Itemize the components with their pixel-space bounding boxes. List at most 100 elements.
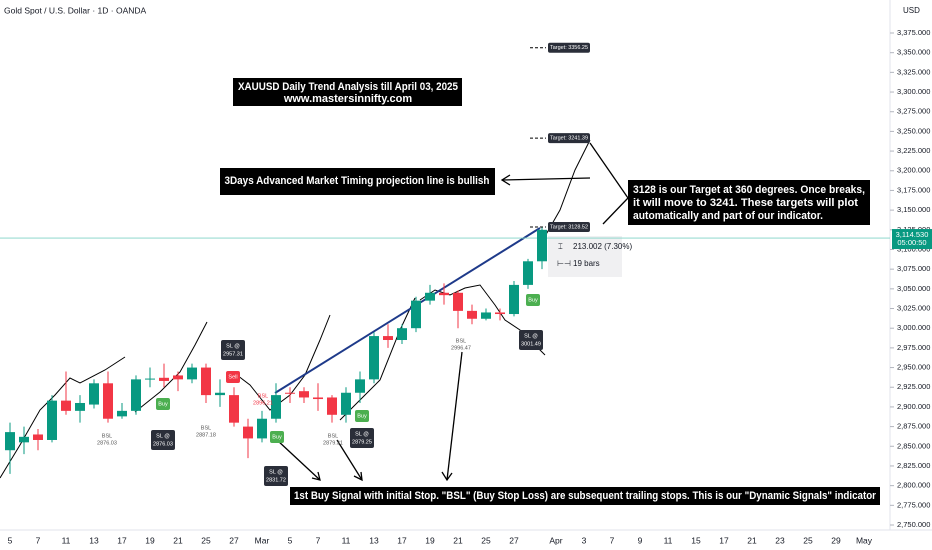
price-label: 3,114.530 [896,230,929,239]
y-tick-label: 3,150.000 [897,205,930,214]
y-tick-label: 2,950.000 [897,363,930,372]
countdown: 05:00:50 [897,238,926,247]
symbol-header: Gold Spot / U.S. Dollar · 1D · OANDA [4,5,147,15]
note-box [220,168,495,195]
note-box [628,180,870,225]
sl-text: SL @ [269,469,283,475]
x-tick-label: Apr [549,535,562,545]
x-tick-label: 17 [719,535,729,545]
candle-body [313,397,323,400]
buy-box [156,398,170,410]
y-tick-label: 3,175.000 [897,185,930,194]
candle-body [495,312,505,315]
bsl-text: BSL [201,425,211,431]
buy-text: Buy [357,413,367,419]
x-tick-label: 21 [173,535,183,545]
x-tick-label: 19 [145,535,155,545]
x-tick-label: 5 [8,535,13,545]
bsl-text: BSL [328,433,338,439]
candle-body [257,418,267,439]
x-tick-label: May [856,535,873,545]
x-tick-label: 11 [62,535,71,545]
sell-text: Sell [228,374,237,380]
y-tick-label: 3,000.000 [897,323,930,332]
x-tick-label: 7 [36,535,41,545]
sl-text: SL @ [226,343,240,349]
y-tick-label: 2,850.000 [897,441,930,450]
candle-body [117,410,127,417]
sl-value: 2876.03 [153,441,173,447]
sell-box [226,371,240,383]
target-note: 3128 is our Target at 360 degrees. Once … [633,184,865,196]
target-box [548,42,590,53]
candle-body [47,400,57,440]
candle-body [61,400,71,411]
x-tick-label: 29 [831,535,841,545]
y-tick-label: 2,900.000 [897,402,930,411]
candle-body [145,378,155,380]
x-tick-label: 27 [229,535,239,545]
candle-body [271,395,281,419]
buy-box [270,431,284,443]
candle-body [243,426,253,439]
candle-body [33,434,43,440]
note-box [290,487,880,505]
candle-body [5,432,15,451]
y-tick-label: 3,050.000 [897,284,930,293]
y-tick-label: 2,800.000 [897,481,930,490]
candle-body [383,336,393,341]
bsl-text: BSL [258,393,268,399]
sl-value: 2831.72 [266,477,286,483]
x-tick-label: 7 [316,535,321,545]
y-tick-label: 3,275.000 [897,107,930,116]
y-tick-label: 3,350.000 [897,48,930,57]
candle-body [285,392,295,394]
candle-body [159,377,169,381]
y-tick-label: 2,750.000 [897,520,930,529]
candle-body [411,300,421,329]
icon: ⊢⊣ [557,259,571,268]
sl-text: SL @ [156,433,170,439]
buy-box [526,294,540,306]
candle-body [481,312,491,319]
candle-body [537,229,547,262]
buy-box [355,410,369,422]
y-tick-label: 3,375.000 [897,28,930,37]
y-tick-label: 2,925.000 [897,382,930,391]
sl-box [221,340,245,360]
x-tick-label: 9 [638,535,643,545]
y-tick-label: 3,250.000 [897,126,930,135]
x-tick-label: 17 [117,535,127,545]
candle-body [439,292,449,296]
bsl-value: 2996.47 [451,345,471,351]
website: www.mastersinnifty.com [283,93,413,105]
candle-body [425,292,435,301]
timing-note: 3Days Advanced Market Timing projection … [225,175,490,187]
x-tick-label: 5 [288,535,293,545]
candle-body [75,402,85,411]
bsl-text: BSL [102,433,112,439]
candle-body [523,261,533,285]
y-tick-label: 2,975.000 [897,343,930,352]
candle-body [201,367,211,396]
y-tick-label: 3,325.000 [897,67,930,76]
candle-body [103,383,113,419]
y-tick-label: 3,225.000 [897,146,930,155]
target-label: Target: 3356.25 [550,45,588,51]
candle-body [327,397,337,415]
x-tick-label: 21 [453,535,463,545]
sl-value: 3001.49 [521,341,541,347]
candle-body [187,367,197,380]
x-tick-label: 23 [775,535,785,545]
x-tick-label: 17 [397,535,407,545]
x-tick-label: 13 [89,535,99,545]
candle-body [369,336,379,380]
bsl-value: 2887.18 [196,432,216,438]
sl-text: SL @ [355,431,369,437]
target-box [548,133,590,144]
x-tick-label: 21 [747,535,757,545]
y-tick-label: 3,300.000 [897,87,930,96]
candle-body [509,284,519,315]
candle-body [453,292,463,311]
